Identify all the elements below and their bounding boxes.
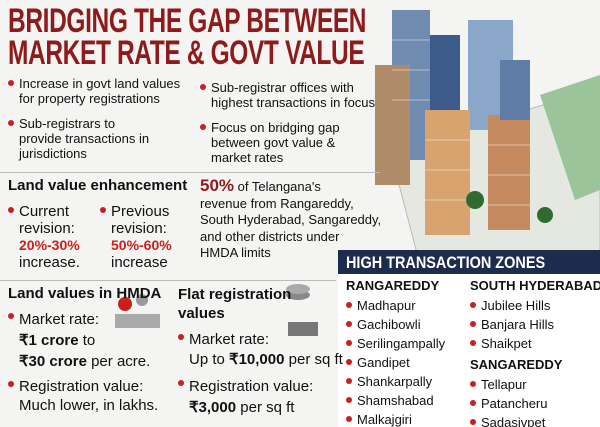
market-rate: Market rate: ₹1 crore to ₹30 crore per acr… [8,309,150,372]
value: ₹10,000 [229,351,285,368]
line: highest transactions in focus [211,95,376,110]
building [375,65,410,185]
line: Flat registration [178,286,292,303]
value: ₹30 crore [19,353,87,370]
text: Much lower, in lakhs. [19,397,159,414]
line: Current [19,203,70,220]
zone-place: Jubilee Hills [470,298,550,313]
value: 20%-30% [19,237,80,253]
highlight: Increase in govt land values for property… [8,76,180,106]
line: provide transactions in [19,131,150,146]
divider [0,172,380,173]
line: Focus on bridging gap [211,120,340,135]
title: BRIDGING THE GAP BETWEEN [8,2,367,40]
zone-group: SOUTH HYDERABAD [470,278,600,293]
divider [0,280,336,281]
zone-place: Madhapur [346,298,416,313]
tree [537,207,553,223]
zones-title: HIGH TRANSACTION ZONES [346,253,546,272]
value: ₹3,000 [189,399,237,416]
value: 50%-60% [111,237,172,253]
text: per acre. [91,353,151,370]
windows [392,39,530,206]
registration-value: Registration value: ₹3,000 per sq ft [178,376,313,418]
registration-value: Registration value: Much lower, in lakhs. [8,377,158,415]
zone-place: Sadasivpet [470,415,545,427]
label: Registration value: [189,378,314,395]
zone-place: Shankarpally [346,374,432,389]
banknote [540,75,600,200]
line: between govt value & [211,135,336,150]
coins-icon [286,284,318,336]
zone-place: Shamshabad [346,393,434,408]
line: and other districts under [200,228,340,244]
zone-place: Gachibowli [346,317,421,332]
zones-header-bg [338,250,600,274]
revenue-share: 50% of Telangana's revenue from Rangaredd… [200,176,382,262]
zone-place: Gandipet [346,355,410,370]
zone-place: Malkajgiri [346,412,412,427]
building [488,115,530,230]
line: HMDA limits [200,245,271,260]
line: revision: [19,220,75,237]
text: to [82,332,96,349]
line: Sub-registrars to [19,116,116,131]
tree [466,191,484,209]
market-rate: Market rate: Up to ₹10,000 per sq ft [178,330,343,370]
label: Market rate: [189,331,270,348]
line: jurisdictions [19,146,87,161]
highlight: Focus on bridging gap between govt value … [200,120,340,165]
note: increase. [19,254,80,271]
section-heading: Flat registration values [178,285,291,323]
line: revenue from Rangareddy, [200,195,354,211]
zone-place: Banjara Hills [470,317,554,332]
text: Up to [189,351,225,368]
building [425,110,470,235]
zone-place: Patancheru [470,396,548,411]
line: Sub-registrar offices with [211,80,354,95]
line: Increase in govt land values [19,76,181,91]
text: per sq ft [240,399,295,416]
highlight: Sub-registrar offices with highest transa… [200,80,375,110]
title: MARKET RATE & GOVT VALUE [8,34,365,72]
line: Previous [111,203,170,220]
map-pins-icon [115,294,160,328]
line: South Hyderabad, Sangareddy, [200,212,382,227]
highlight: Sub-registrars to provide transactions in… [8,116,149,161]
zone-place: Serilingampally [346,336,445,351]
revision: Previous revision: 50%-60% increase [100,203,172,271]
building [500,60,530,120]
revision: Current revision: 20%-30% increase. [8,203,80,271]
line: market rates [211,150,284,165]
zones-bg [338,274,600,427]
zone-place: Tellapur [470,377,527,392]
line: values [178,305,225,322]
label: Market rate: [19,311,100,328]
zone-group: SANGAREDDY [470,357,563,372]
percent: 50% [200,176,235,195]
line: revision: [111,220,167,237]
label: Registration value: [19,378,144,395]
section-heading: Land values in HMDA [8,285,162,302]
text: per sq ft [288,351,343,368]
section-heading: Land value enhancement [8,177,188,194]
note: increase [111,254,168,271]
zone-place: Shaikpet [470,336,532,351]
line: of Telangana's [237,179,321,194]
value: ₹1 crore [19,332,79,349]
zone-group: RANGAREDDY [346,278,440,293]
line: for property registrations [19,91,160,106]
